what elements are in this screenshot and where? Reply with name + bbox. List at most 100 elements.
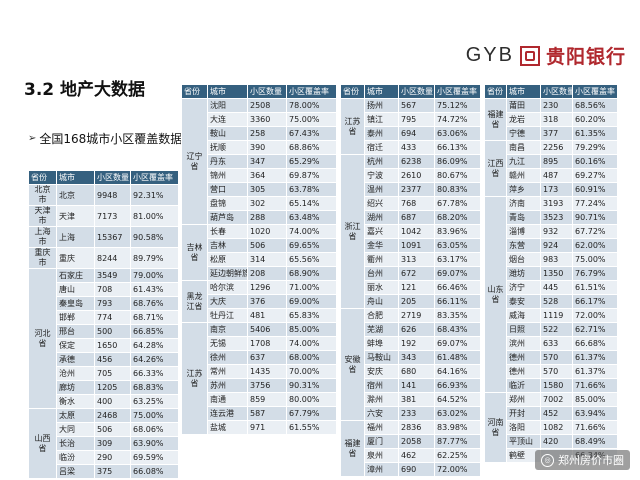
table-row: 德州 570 61.37% [485, 350, 618, 365]
table-row: 邢台 500 66.85% [29, 324, 179, 339]
coverage-cell: 72.00% [434, 462, 481, 477]
count-cell: 3360 [247, 112, 287, 127]
coverage-cell: 63.94% [572, 406, 618, 421]
city-cell: 邢台 [56, 324, 95, 339]
column-header: 城市 [506, 84, 541, 99]
coverage-cell: 69.27% [572, 168, 618, 183]
table-row: 济宁 445 61.51% [485, 280, 618, 295]
city-cell: 济南 [506, 196, 541, 211]
count-cell: 481 [247, 308, 287, 323]
count-cell: 305 [247, 182, 287, 197]
count-cell: 1435 [247, 364, 287, 379]
count-cell: 2610 [398, 168, 435, 183]
coverage-cell: 68.00% [286, 350, 337, 365]
coverage-cell: 61.43% [130, 282, 179, 297]
coverage-cell: 65.56% [286, 252, 337, 267]
table-row: 泰安 528 66.17% [485, 294, 618, 309]
table-row: 宿迁 433 66.13% [341, 140, 481, 155]
table-row: 大同 506 68.06% [29, 422, 179, 437]
city-cell: 威海 [506, 308, 541, 323]
table-row: 蚌埠 192 69.07% [341, 336, 481, 351]
city-cell: 营口 [207, 182, 248, 197]
column-header: 城市 [207, 84, 248, 99]
coverage-cell: 75.00% [286, 112, 337, 127]
table-row: 福建省 莆田 230 68.56% [484, 98, 618, 141]
table-row: 辽宁省 沈阳 2508 78.00% [181, 98, 337, 225]
city-cell: 合肥 [364, 308, 399, 323]
city-cell: 吕梁 [56, 464, 95, 479]
coverage-cell: 81.00% [130, 205, 179, 227]
coverage-cell: 63.06% [434, 126, 481, 141]
column-header: 省份 [28, 170, 57, 185]
city-cell: 廊坊 [56, 380, 95, 395]
province-cell: 江西省 [484, 140, 507, 197]
city-cell: 哈尔滨 [207, 280, 248, 295]
coverage-cell: 61.55% [286, 420, 337, 435]
count-cell: 570 [540, 350, 573, 365]
column-header: 小区数量 [540, 84, 573, 99]
coverage-cell: 80.67% [434, 168, 481, 183]
coverage-cell: 71.66% [572, 378, 618, 393]
brand-logo: GYB 贵阳银行 [466, 42, 626, 69]
count-cell: 500 [94, 324, 131, 339]
province-cell: 辽宁省 [181, 98, 208, 225]
province-cell: 天津市 [28, 205, 57, 227]
coverage-cell: 67.72% [572, 224, 618, 239]
table-row: 河南省 郑州 7002 85.00% [484, 392, 618, 463]
city-cell: 镇江 [364, 112, 399, 127]
count-cell: 233 [398, 406, 435, 421]
count-cell: 3549 [94, 268, 131, 283]
city-cell: 宿迁 [364, 140, 399, 155]
city-cell: 郑州 [506, 392, 541, 407]
count-cell: 452 [540, 406, 573, 421]
coverage-cell: 66.08% [130, 464, 179, 479]
table-row: 天津市 天津 7173 81.00% [28, 205, 179, 227]
table-header-row: 省份 城市 小区数量 小区覆盖率 [28, 170, 179, 185]
table-row: 廊坊 1205 68.83% [29, 380, 179, 395]
count-cell: 400 [94, 394, 131, 409]
city-cell: 保定 [56, 338, 95, 353]
city-cell: 盘锦 [207, 196, 248, 211]
table-row: 徐州 637 68.00% [182, 350, 337, 365]
city-cell: 宿州 [364, 378, 399, 393]
count-cell: 705 [94, 366, 131, 381]
brand-chinese: 贵阳银行 [545, 46, 626, 68]
watermark: ◎ 郑州房价市圈 [535, 450, 630, 470]
coverage-cell: 60.91% [572, 182, 618, 197]
city-cell: 无锡 [207, 336, 248, 351]
count-cell: 1708 [247, 336, 287, 351]
coverage-cell: 67.78% [434, 196, 481, 211]
table-row: 浙江省 杭州 6238 86.09% [340, 154, 481, 309]
coverage-cell: 80.83% [434, 182, 481, 197]
city-cell: 日照 [506, 322, 541, 337]
subtitle: ➢ 全国168城市小区覆盖数据 [28, 130, 182, 147]
count-cell: 3756 [247, 378, 287, 393]
count-cell: 375 [94, 464, 131, 479]
coverage-cell: 62.00% [572, 238, 618, 253]
coverage-cell: 66.33% [130, 366, 179, 381]
city-cell: 临汾 [56, 450, 95, 465]
city-cell: 萍乡 [506, 182, 541, 197]
coverage-cell: 63.05% [434, 238, 481, 253]
count-cell: 376 [247, 294, 287, 309]
count-cell: 567 [398, 98, 435, 113]
table-row: 河北省 石家庄 3549 79.00% [28, 268, 179, 409]
city-cell: 鹤壁 [506, 448, 541, 463]
count-cell: 687 [398, 210, 435, 225]
coverage-cell: 78.00% [286, 98, 337, 113]
count-cell: 390 [247, 140, 287, 155]
table-row: 长治 309 63.90% [29, 436, 179, 451]
table-row: 无锡 1708 74.00% [182, 336, 337, 351]
coverage-cell: 63.78% [286, 182, 337, 197]
coverage-cell: 61.51% [572, 280, 618, 295]
province-cell: 福建省 [340, 420, 365, 477]
coverage-cell: 85.00% [286, 322, 337, 337]
table-row: 吕梁 375 66.08% [29, 464, 179, 479]
count-cell: 2256 [540, 140, 573, 155]
city-cell: 宁波 [364, 168, 399, 183]
count-cell: 192 [398, 336, 435, 351]
city-cell: 上海 [56, 226, 95, 248]
coverage-cell: 75.12% [434, 98, 481, 113]
coverage-cell: 67.79% [286, 406, 337, 421]
coverage-cell: 64.52% [434, 392, 481, 407]
